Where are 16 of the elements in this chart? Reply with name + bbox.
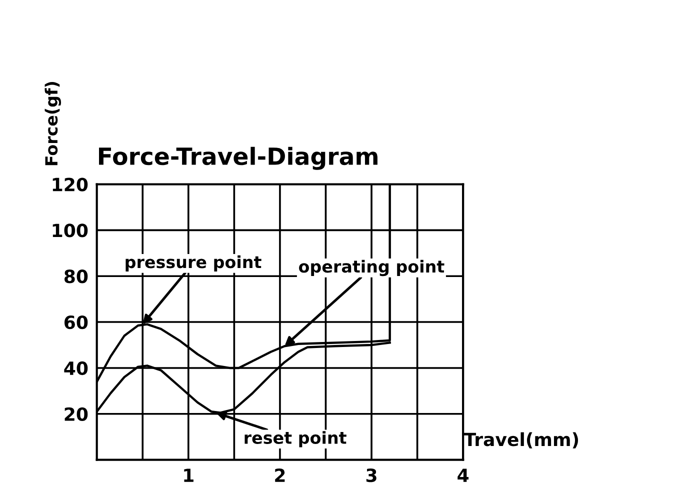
annotation: operating point — [298, 260, 444, 276]
chart-title: Force-Travel-Diagram — [99, 146, 378, 170]
y-tick-label: 40 — [64, 361, 88, 376]
y-axis-title: Force(gf) — [44, 82, 62, 166]
y-tick-label: 60 — [64, 315, 88, 330]
y-tick-label: 80 — [64, 270, 88, 284]
annotation: reset point — [244, 431, 346, 448]
y-tick-label: 100 — [52, 224, 88, 238]
x-tick-label: 3 — [366, 468, 376, 482]
annotation: pressure point — [126, 255, 262, 272]
y-tick-label: 120 — [52, 178, 88, 192]
x-tick-label: 1 — [184, 468, 194, 482]
x-tick-label: 2 — [275, 468, 285, 482]
x-axis-title: Travel(mm) — [464, 432, 578, 448]
y-tick-label: 20 — [64, 407, 88, 422]
x-tick-label: 4 — [458, 468, 469, 482]
